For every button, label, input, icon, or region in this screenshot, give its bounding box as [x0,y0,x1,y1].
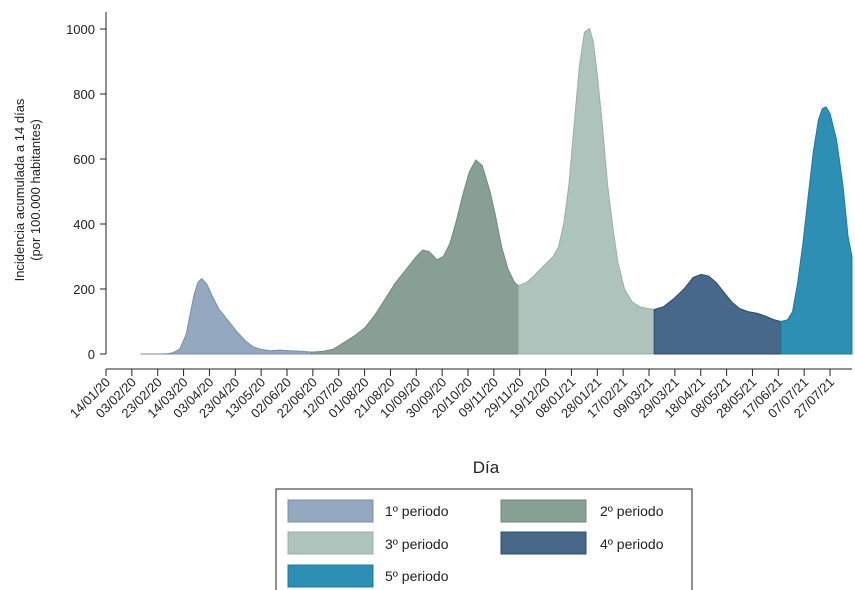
legend-label-2: 2º periodo [600,503,664,519]
y-tick-label: 600 [73,152,95,167]
legend-label-3: 3º periodo [385,536,449,552]
y-tick-label: 200 [73,282,95,297]
legend-swatch-1 [287,499,374,523]
area-series-3 [517,27,655,355]
y-axis-title: Incidencia acumulada a 14 días (por 100.… [12,98,43,281]
series-areas [140,27,853,355]
axes [105,12,852,370]
x-axis-title: Día [473,458,500,477]
legend-swatch-2 [500,499,587,523]
area-series-2 [311,159,519,355]
y-tick-label: 1000 [66,22,95,37]
legend-swatch-5 [287,564,374,588]
y-tick-label: 400 [73,217,95,232]
y-tick-label: 800 [73,87,95,102]
area-series-4 [653,273,782,355]
y-axis-title-line2: (por 100.000 habitantes) [28,119,43,261]
area-series-5 [780,106,853,355]
legend-swatch-4 [500,531,587,555]
y-tick-label: 0 [88,347,95,362]
legend: 1º periodo 2º periodo 3º periodo 4º periodo… [275,488,693,590]
y-axis-title-line1: Incidencia acumulada a 14 días [12,98,27,281]
y-ticks: 0 200 400 600 800 1000 [66,22,106,362]
x-ticks: 14/01/2003/02/2023/02/2014/03/2003/04/20… [67,369,837,421]
area-series-1 [140,278,313,355]
legend-swatch-3 [287,531,374,555]
legend-label-4: 4º periodo [600,536,664,552]
legend-label-1: 1º periodo [385,503,449,519]
legend-label-5: 5º periodo [385,568,449,584]
